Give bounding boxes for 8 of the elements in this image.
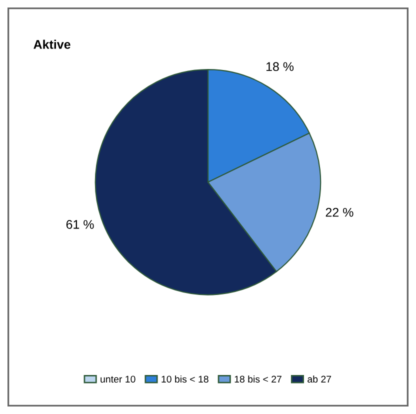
chart-title: Aktive <box>34 40 70 49</box>
legend-label: ab 27 <box>308 375 332 383</box>
legend-label: 18 bis < 27 <box>234 375 282 383</box>
legend-label: unter 10 <box>100 376 136 383</box>
data-label: 61 % <box>66 220 94 229</box>
data-label: 22 % <box>326 208 354 217</box>
legend-label: 10 bis < 18 <box>162 375 208 383</box>
data-label: 18 % <box>266 62 294 72</box>
